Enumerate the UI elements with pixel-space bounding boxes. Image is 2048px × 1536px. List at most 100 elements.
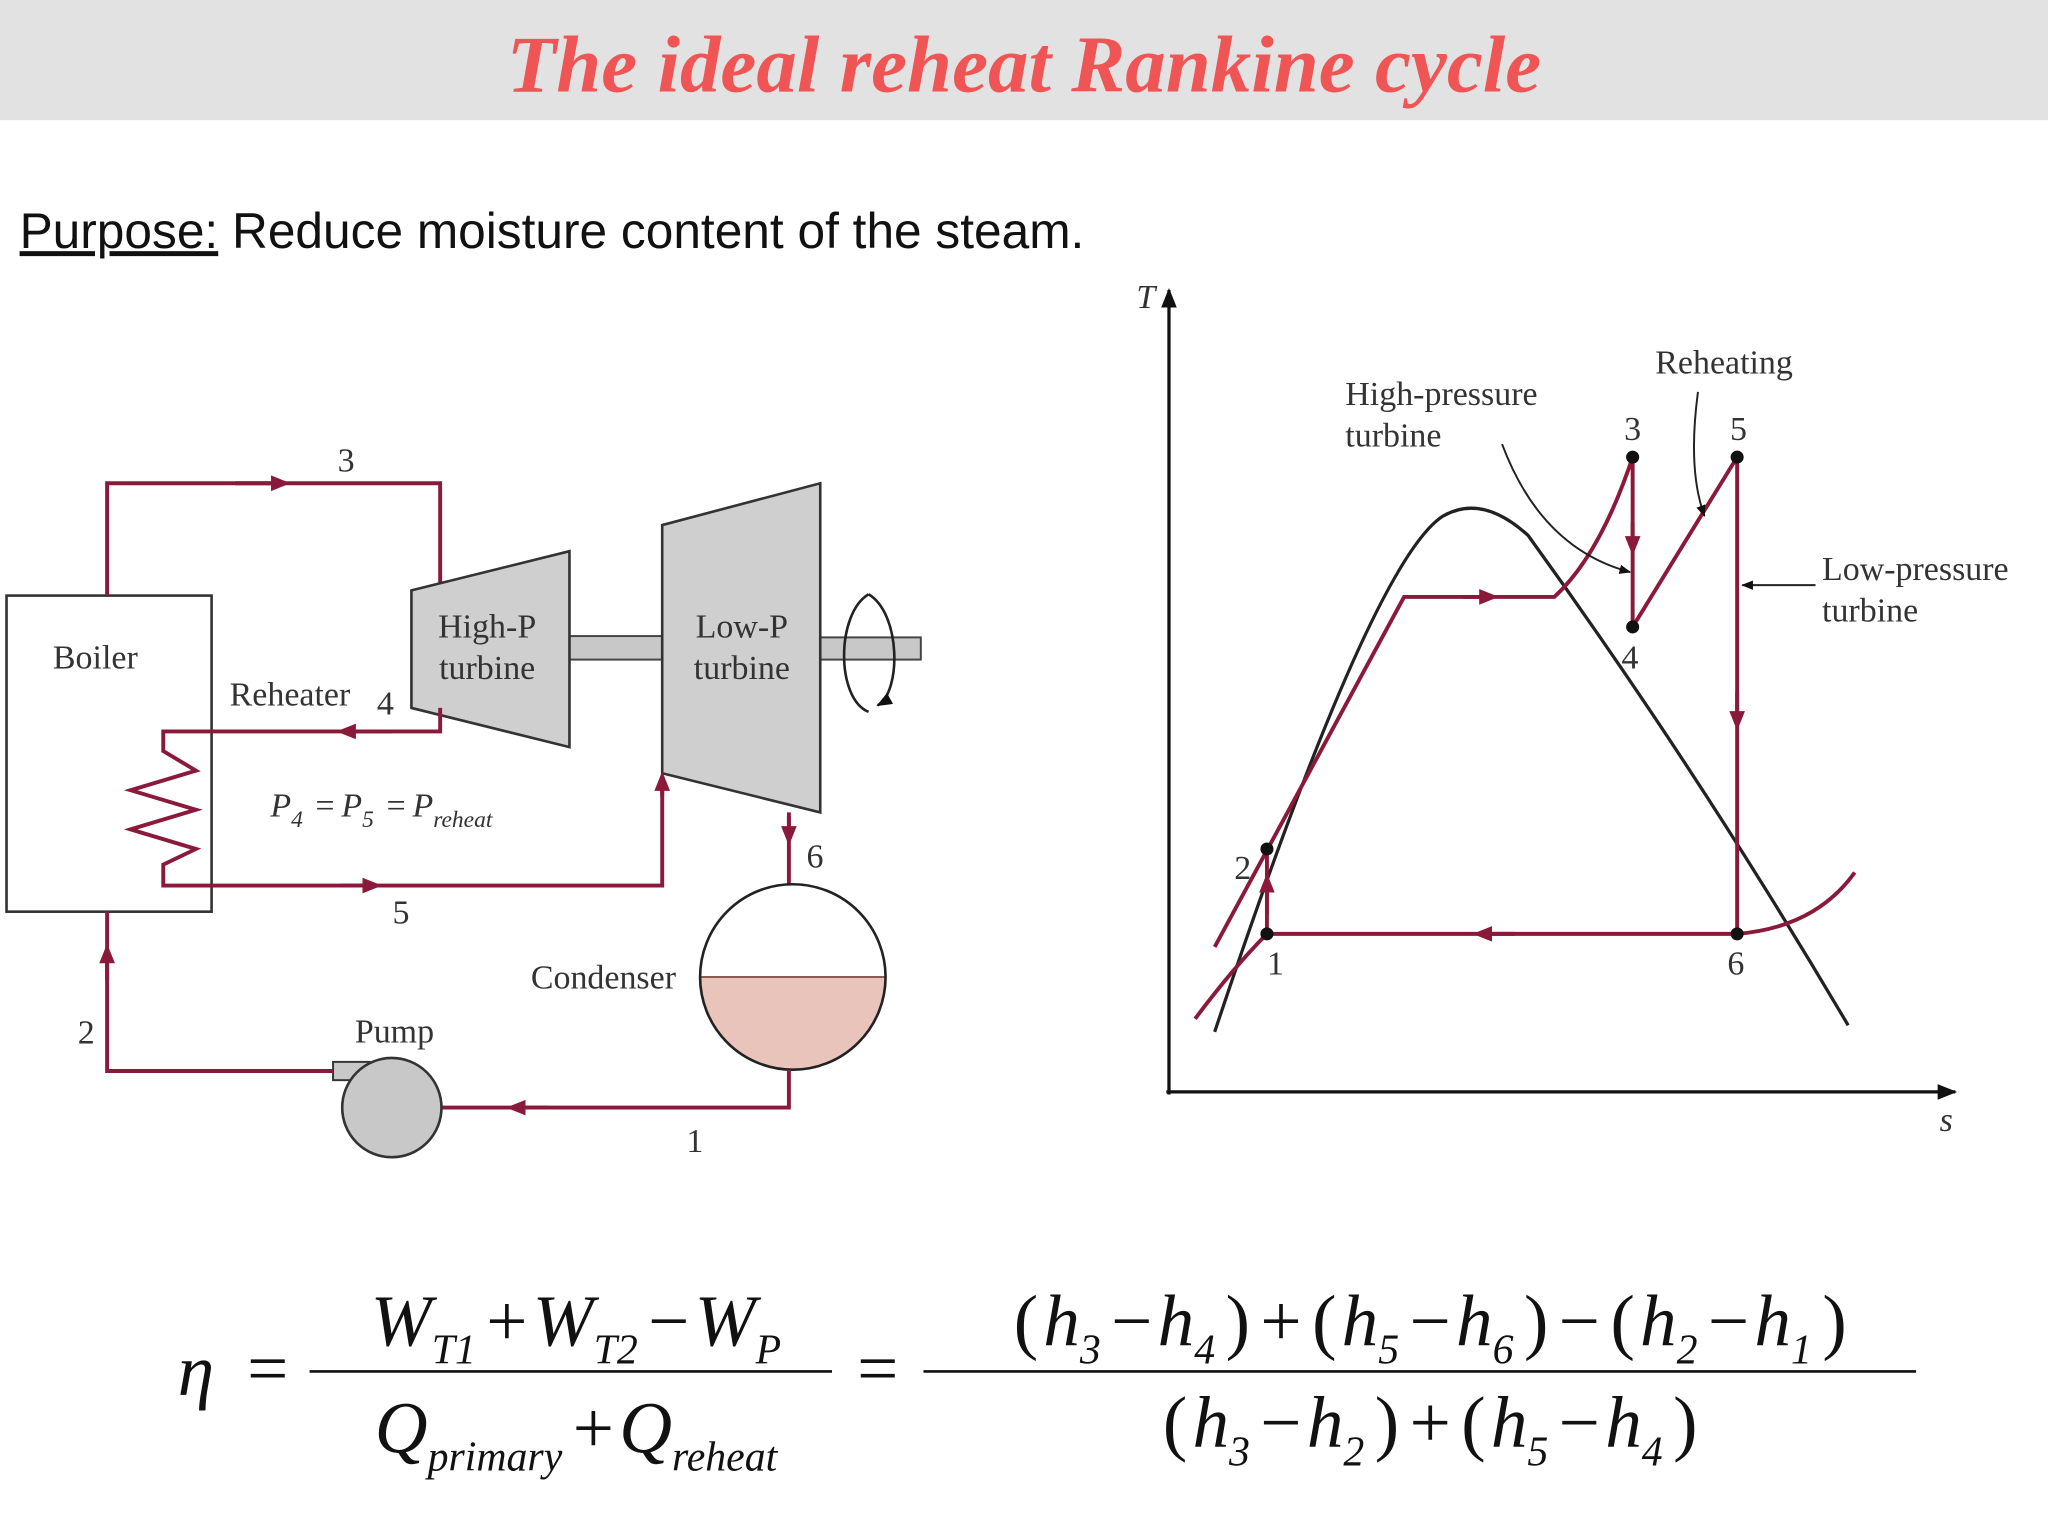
symbol: h [1192, 1382, 1229, 1463]
operator: ) [1226, 1280, 1250, 1361]
state: 3 [1624, 411, 1641, 448]
subscript: P [755, 1328, 782, 1374]
boiler-label: Boiler [53, 640, 138, 677]
hp-label: turbine [439, 650, 535, 687]
equals: = [857, 1327, 898, 1408]
symbol: h [1605, 1382, 1642, 1463]
operator: − [1260, 1382, 1301, 1463]
operator: − [1111, 1280, 1152, 1361]
subscript: 3 [1079, 1328, 1101, 1374]
s-axis-label: s [1940, 1102, 1953, 1139]
pump [340, 1056, 443, 1159]
point [1730, 450, 1744, 464]
pressure-relation: P4 = P5 = Preheat [269, 787, 492, 832]
symbol: Q [619, 1387, 672, 1468]
symbol: h [1342, 1280, 1379, 1361]
leader [1693, 391, 1706, 518]
operator: ( [1014, 1280, 1038, 1361]
ts-diagram: T s High-pressure turbine Reheating Low-… [1136, 279, 2008, 1139]
symbol: h [1307, 1382, 1344, 1463]
symbol: P [269, 787, 291, 824]
schematic: Boiler Reheater High-P turbine Low-P tur… [5, 443, 922, 1160]
subscript: 6 [1493, 1328, 1514, 1374]
lp-label: Low-P [696, 608, 788, 645]
point [1730, 927, 1744, 941]
point [1260, 842, 1274, 856]
reheater-label: Reheater [230, 676, 351, 713]
subscript: 2 [1677, 1328, 1698, 1374]
symbol: Q [375, 1387, 428, 1468]
pipe-3 [105, 481, 443, 596]
subscript: 4 [1194, 1328, 1215, 1374]
condenser-outline [698, 882, 887, 1072]
subscript: 2 [1343, 1429, 1364, 1475]
operator: − [648, 1280, 689, 1361]
pipe-2 [105, 911, 334, 1073]
operator: + [1410, 1382, 1451, 1463]
eta: η [178, 1330, 214, 1411]
shaft [568, 635, 664, 661]
symbol: h [1640, 1280, 1677, 1361]
state-points [1260, 450, 1744, 941]
title: The ideal reheat Rankine cycle [507, 19, 1541, 109]
leader [1501, 443, 1632, 574]
subscript: 4 [1642, 1429, 1663, 1475]
subscript: 5 [1527, 1429, 1548, 1475]
symbol: W [695, 1280, 762, 1361]
state: 4 [1622, 640, 1639, 677]
purpose-label: Purpose: [20, 203, 219, 259]
symbol: P [411, 787, 433, 824]
operator: ) [1673, 1382, 1697, 1463]
operator: + [573, 1387, 614, 1468]
subscript: T1 [432, 1328, 476, 1374]
state: 2 [78, 1015, 95, 1052]
hp-note: turbine [1345, 418, 1441, 455]
state: 4 [377, 685, 394, 722]
symbol: h [1043, 1280, 1080, 1361]
point [1626, 620, 1640, 634]
lp-turbine [660, 481, 822, 815]
symbol: W [371, 1280, 438, 1361]
subscript: 1 [1791, 1328, 1812, 1374]
operator: ) [1524, 1280, 1548, 1361]
symbol: W [533, 1280, 600, 1361]
point [1626, 450, 1640, 464]
operator: ) [1822, 1280, 1846, 1361]
subscript: T2 [594, 1328, 638, 1374]
operator: + [1260, 1280, 1301, 1361]
pipe-4-5 [123, 707, 665, 888]
operator: = [313, 787, 336, 824]
purpose-text: Reduce moisture content of the steam. [232, 203, 1084, 259]
symbol: h [1491, 1382, 1528, 1463]
isobar [1736, 871, 1857, 936]
lp-note: Low-pressure [1822, 551, 2009, 588]
cycle [1212, 450, 1740, 948]
operator: ( [1461, 1382, 1485, 1463]
operator: − [1559, 1280, 1600, 1361]
equals: = [247, 1327, 288, 1408]
point [1260, 927, 1274, 941]
subscript: 5 [362, 807, 374, 833]
subscript: 3 [1228, 1429, 1250, 1475]
state: 5 [1730, 411, 1747, 448]
state: 2 [1234, 850, 1251, 887]
symbol: h [1754, 1280, 1791, 1361]
operator: = [384, 787, 407, 824]
pump-label: Pump [355, 1013, 434, 1050]
operator: − [1559, 1382, 1600, 1463]
purpose: Purpose: Reduce moisture content of the … [20, 203, 1085, 259]
hp-label: High-P [438, 608, 536, 645]
state: 5 [392, 894, 409, 931]
subscript: reheat [672, 1435, 779, 1481]
title-bar [0, 0, 2048, 121]
state: 6 [1727, 945, 1744, 982]
t-axis-label: T [1136, 279, 1157, 316]
equation: η = = WT1 +WT2 −WP Qprimary +Qreheat (h3 −h4… [178, 1280, 1917, 1481]
operator: + [486, 1280, 527, 1361]
hp-note: High-pressure [1345, 376, 1537, 413]
numerator: (h3 −h4) + (h5 −h6) − (h2 −h1) [1014, 1280, 1847, 1373]
subscript: 5 [1378, 1328, 1399, 1374]
pipe-1 [441, 1069, 791, 1110]
operator: ( [1312, 1280, 1336, 1361]
